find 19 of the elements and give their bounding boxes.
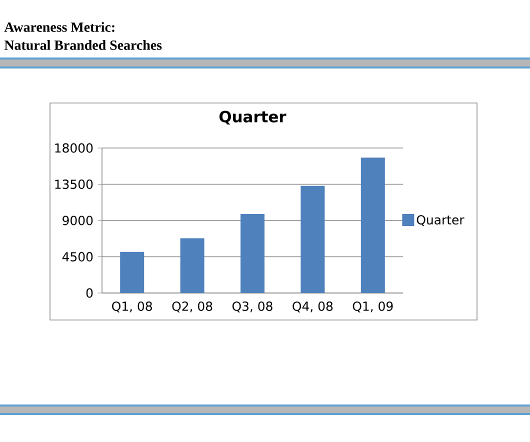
text: Natural Branded Searches <box>4 40 162 50</box>
bar <box>180 238 204 293</box>
x-tick-label: Q2, 08 <box>172 302 212 312</box>
bar <box>120 252 144 293</box>
y-tick-label: 18000 <box>55 143 93 153</box>
legend-label: Quarter <box>416 215 464 226</box>
x-tick-label: Q1, 09 <box>352 302 393 312</box>
y-tick-label: 13500 <box>55 180 93 189</box>
bar <box>360 158 385 293</box>
x-tick-label: Q3, 08 <box>232 302 272 312</box>
text: Awareness Metric: <box>4 22 114 32</box>
chart-title: Quarter <box>219 110 286 124</box>
y-tick-label: 4500 <box>62 252 93 262</box>
bar <box>300 186 325 293</box>
bar <box>240 214 264 293</box>
y-tick-label: 9000 <box>62 216 93 226</box>
y-tick-label: 0 <box>86 288 93 298</box>
x-tick-label: Q4, 08 <box>292 302 333 312</box>
x-tick-label: Q1, 08 <box>112 302 152 312</box>
